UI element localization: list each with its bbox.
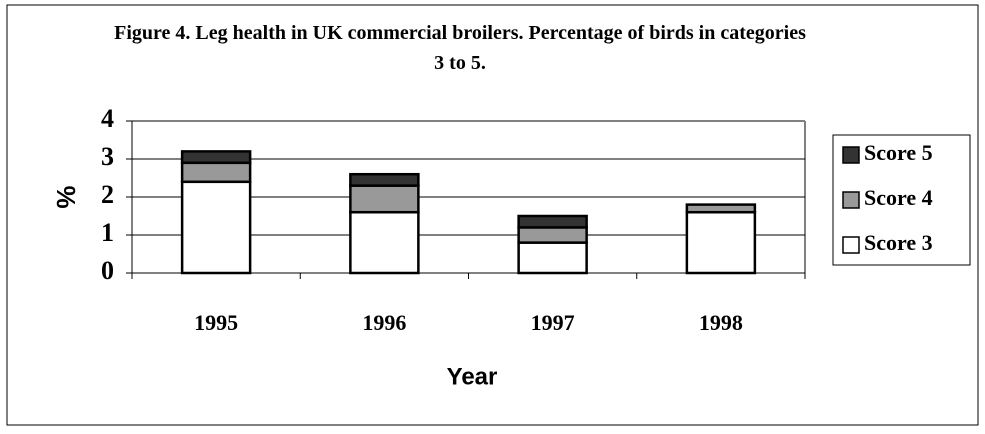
legend-label: Score 4 [864,185,933,210]
bar-segment [349,210,420,275]
legend-label: Score 5 [864,140,933,165]
chart-title: Figure 4. Leg health in UK commercial br… [114,22,806,74]
y-tick-label: 3 [101,142,114,171]
y-tick-label: 4 [101,104,114,133]
bar-segment [685,203,757,214]
legend-label: Score 3 [864,230,933,255]
x-axis-label: Year [447,363,498,390]
legend-swatch [842,146,860,164]
bar-segment [180,150,252,165]
x-tick-label: 1996 [362,310,406,335]
x-tick-label: 1998 [699,310,743,335]
bar-segment [349,172,420,187]
legend-swatch [842,236,860,254]
y-axis-label: % [51,185,81,208]
frame [6,4,979,426]
bar-segment [517,241,588,275]
bar-segment [180,161,252,184]
bar-segment [349,184,420,214]
legend-swatch [842,191,860,209]
y-tick-label: 0 [101,256,114,285]
y-tick-label: 1 [101,218,114,247]
x-tick-label: 1997 [531,310,575,335]
bar-segment [685,210,757,275]
bar-segment [517,214,588,229]
bar-segment [180,180,252,275]
bar-segment [517,226,588,244]
x-tick-label: 1995 [194,310,238,335]
y-tick-label: 2 [101,180,114,209]
